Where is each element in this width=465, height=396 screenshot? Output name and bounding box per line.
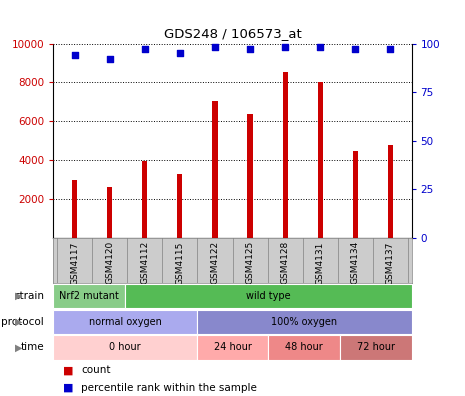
Text: GSM4115: GSM4115: [175, 241, 184, 285]
Text: 0 hour: 0 hour: [109, 343, 141, 352]
Text: count: count: [81, 365, 111, 375]
Text: normal oxygen: normal oxygen: [89, 317, 161, 327]
Point: [106, 56, 113, 62]
Text: GSM4117: GSM4117: [70, 241, 79, 285]
Text: GSM4131: GSM4131: [316, 241, 325, 285]
Text: GSM4137: GSM4137: [386, 241, 395, 285]
Bar: [125, 284, 412, 308]
Point: [71, 52, 78, 58]
Text: GSM4112: GSM4112: [140, 241, 149, 284]
Text: protocol: protocol: [1, 317, 44, 327]
Bar: [213, 101, 218, 238]
Bar: [388, 145, 393, 238]
Text: GSM4134: GSM4134: [351, 241, 360, 284]
Text: ■: ■: [63, 383, 73, 393]
Bar: [318, 82, 323, 238]
Bar: [283, 72, 288, 238]
Text: 72 hour: 72 hour: [357, 343, 395, 352]
Text: ▶: ▶: [15, 317, 22, 327]
Text: 24 hour: 24 hour: [213, 343, 252, 352]
Text: GSM4125: GSM4125: [246, 241, 254, 284]
Bar: [353, 150, 358, 238]
Point: [176, 50, 184, 56]
Text: wild type: wild type: [246, 291, 291, 301]
Bar: [142, 161, 147, 238]
Bar: [268, 335, 340, 360]
Point: [141, 46, 148, 53]
Bar: [177, 174, 182, 238]
Text: GSM4122: GSM4122: [211, 241, 219, 284]
Text: 100% oxygen: 100% oxygen: [271, 317, 337, 327]
Text: time: time: [20, 343, 44, 352]
Text: GSM4128: GSM4128: [281, 241, 290, 284]
Bar: [197, 335, 268, 360]
Point: [317, 44, 324, 51]
Text: GSM4120: GSM4120: [105, 241, 114, 284]
Text: percentile rank within the sample: percentile rank within the sample: [81, 383, 257, 393]
Bar: [107, 187, 112, 238]
Bar: [340, 335, 412, 360]
Point: [211, 44, 219, 51]
Point: [387, 46, 394, 53]
Bar: [72, 180, 77, 238]
Bar: [53, 284, 125, 308]
Text: ▶: ▶: [15, 343, 22, 352]
Text: Nrf2 mutant: Nrf2 mutant: [60, 291, 119, 301]
Bar: [53, 310, 197, 334]
Bar: [53, 335, 197, 360]
Text: GDS248 / 106573_at: GDS248 / 106573_at: [164, 27, 301, 40]
Text: ■: ■: [63, 365, 73, 375]
Bar: [197, 310, 412, 334]
Point: [352, 46, 359, 53]
Text: ▶: ▶: [15, 291, 22, 301]
Text: strain: strain: [14, 291, 44, 301]
Point: [246, 46, 254, 53]
Text: 48 hour: 48 hour: [285, 343, 323, 352]
Point: [281, 44, 289, 51]
Bar: [247, 114, 252, 238]
